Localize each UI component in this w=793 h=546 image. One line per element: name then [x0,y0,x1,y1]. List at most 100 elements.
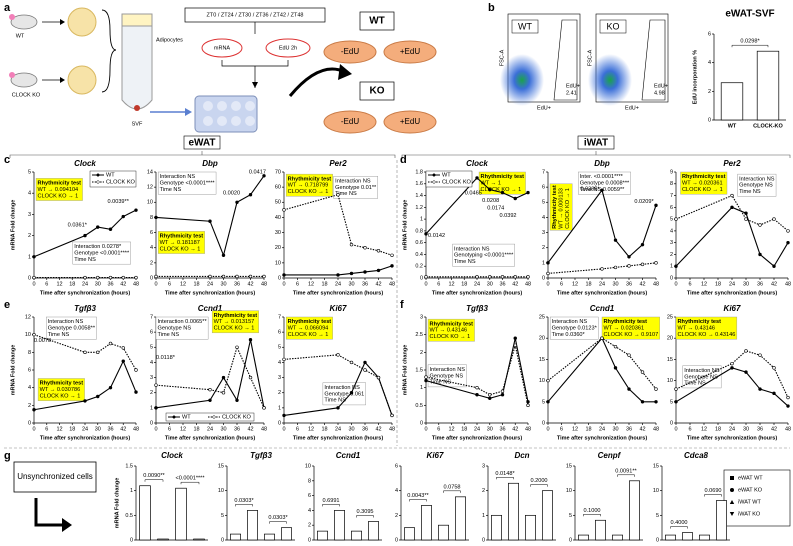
y-tick-label: 6 [278,330,281,336]
x-tick-label: 42 [247,281,253,287]
x-axis-label: Time after synchronization (hours) [165,435,256,441]
y-tick-label: 0 [278,275,281,281]
data-point [121,214,125,219]
data-point [627,264,631,268]
data-point [674,264,678,268]
data-line [675,194,789,232]
x-tick-label: 48 [133,281,139,287]
x-tick-label: 36 [757,426,763,432]
data-point [613,366,618,370]
bar [157,538,169,541]
data-point [96,394,100,399]
data-point [208,398,212,402]
data-point [363,368,367,372]
x-tick-label: 18 [321,281,327,287]
x-tick-label: 48 [261,281,267,287]
well [245,101,255,111]
data-point [674,217,678,221]
rhythm-box-bg [549,183,573,231]
data-point [786,229,790,233]
x-axis-label: Time after synchronization (hours) [557,290,648,296]
rhythm-box-line: WT → 0.013157 [214,319,255,325]
x-tick-label: 0 [674,281,677,287]
x-tick-label: 48 [785,426,791,432]
stats-box-bg [155,316,209,340]
y-tick-label: 6 [150,230,153,236]
arrow [34,498,64,527]
annotation: 0.0020 [223,191,240,197]
y-tick-label: 5 [221,513,224,519]
panel-label: e [4,299,10,311]
x-tick-label: 18 [715,426,721,432]
flow-density [588,54,632,106]
x-tick-label: 24 [335,281,341,287]
x-tick-label: 36 [234,426,240,432]
rhythm-box-bg [285,173,333,197]
chart-title: Ccnd1 [336,451,361,460]
y-tick-label: 50 [275,200,281,206]
chart-title: Clock [161,451,183,460]
rhythm-box-line: WT → 0.094104 [38,187,79,193]
x-tick-label: 36 [626,426,632,432]
annotation: 0.0208 [482,198,499,204]
mouse-icon [10,14,38,30]
dish [383,40,437,64]
annotation: 0.0385* [580,186,600,192]
stats-box-line: Interaction NS [739,176,775,182]
data-point [262,174,266,178]
flow-gate [641,19,666,101]
y-tick-label: 0 [395,537,398,543]
x-tick-label: 24 [82,281,88,287]
significance-bracket [530,484,548,487]
annotation: 0.0142 [428,233,445,239]
chart-title: Ki67 [330,304,347,313]
data-point [390,253,394,257]
legend-marker [432,180,436,184]
y-tick-label: 4 [708,60,711,66]
data-point [786,240,790,245]
data-point [363,270,367,274]
rhythm-box-line: Rhythmicity test [682,174,726,180]
y-tick-label: 3 [482,463,485,469]
y-tick-label: 2.5 [415,332,423,338]
x-tick-label: 42 [771,426,777,432]
stats-box-line: Time 0.0360* [552,332,586,338]
y-tick-label: 8 [308,478,311,484]
annotation: 0.0417 [249,169,266,175]
x-tick-label: 30 [220,281,226,287]
chart-title: Tgfβ3 [466,304,488,313]
x-tick-label: 30 [612,426,618,432]
y-tick-label: 2 [278,390,281,396]
y-tick-label: 14 [147,169,153,175]
y-tick-label: 0 [308,537,311,543]
x-tick-label: 6 [168,426,171,432]
curved-arrow [288,67,346,97]
x-tick-label: 30 [348,426,354,432]
rhythm-box-line: WT → 1 [481,181,501,187]
rhythm-box-line: CLOCK KO → 1 [214,326,255,332]
panel-label: f [400,299,404,311]
y-tick-label: 1 [420,385,423,391]
significance-bracket [443,490,461,493]
y-tick-label: 6 [708,31,711,37]
data-point [613,265,618,270]
y-tick-label: 0 [221,537,224,543]
data-line [284,265,393,276]
chart-title: Per2 [723,159,741,168]
panel-label: c [4,154,10,166]
y-axis-label: mRNA Fold change [10,200,16,251]
y-tick-label: 1 [278,405,281,411]
chart-title: Dcn [514,451,529,460]
y-tick-label: 1 [482,513,485,519]
data-line [155,175,265,258]
y-tick-label: 9 [670,169,673,175]
y-tick-label: 60 [275,185,281,191]
well [203,116,213,126]
stats-box-bg [549,316,599,340]
x-tick-label: 48 [261,426,267,432]
condition-label: Unsynchronized cells [17,472,93,481]
x-tick-label: 36 [626,281,632,287]
y-tick-label: 5 [150,345,153,351]
y-tick-label: 7 [278,314,281,320]
